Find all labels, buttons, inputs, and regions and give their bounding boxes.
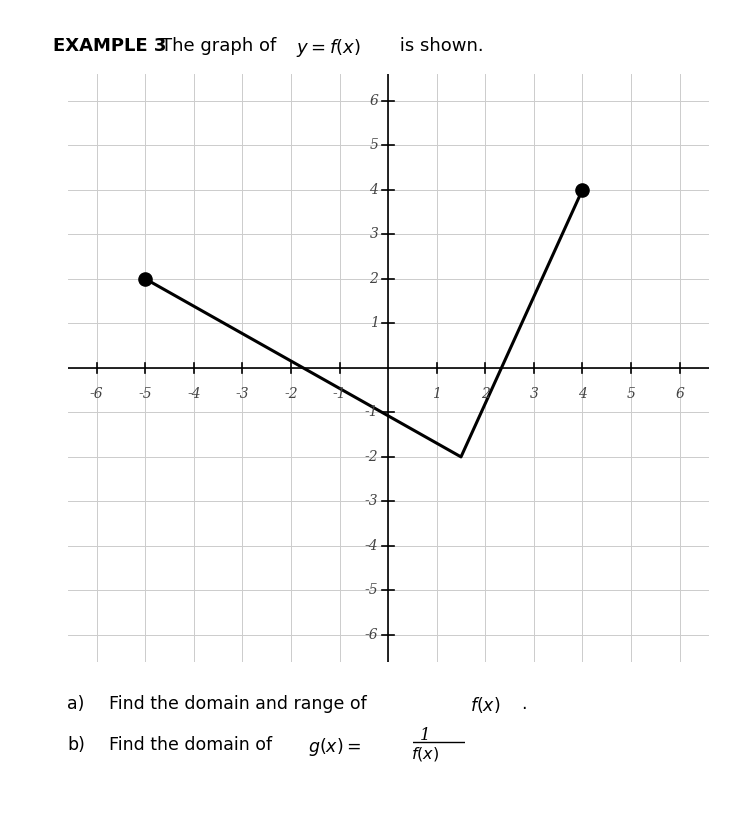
Text: 3: 3 — [530, 386, 538, 400]
Text: The graph of: The graph of — [161, 37, 282, 55]
Text: b): b) — [68, 736, 86, 754]
Text: a): a) — [68, 695, 85, 713]
Text: -5: -5 — [364, 584, 379, 598]
Text: $f(x)$: $f(x)$ — [411, 745, 440, 763]
Text: 5: 5 — [370, 138, 379, 152]
Text: 4: 4 — [370, 182, 379, 196]
Text: $g(x) =$: $g(x) =$ — [308, 736, 361, 758]
Text: -5: -5 — [139, 386, 152, 400]
Text: 2: 2 — [370, 272, 379, 286]
Text: -4: -4 — [187, 386, 200, 400]
Point — [577, 183, 589, 196]
Text: 1: 1 — [420, 727, 430, 745]
Text: EXAMPLE 3: EXAMPLE 3 — [53, 37, 166, 55]
Text: 1: 1 — [370, 316, 379, 330]
Text: -2: -2 — [364, 450, 379, 464]
Text: is shown.: is shown. — [394, 37, 483, 55]
Text: -4: -4 — [364, 539, 379, 553]
Text: Find the domain and range of: Find the domain and range of — [109, 695, 372, 713]
Text: $y = f(x)$: $y = f(x)$ — [296, 37, 361, 59]
Point — [140, 272, 152, 285]
Text: -1: -1 — [333, 386, 346, 400]
Text: -3: -3 — [364, 494, 379, 509]
Text: 2: 2 — [481, 386, 490, 400]
Text: -6: -6 — [90, 386, 104, 400]
Text: -6: -6 — [364, 628, 379, 642]
Text: 6: 6 — [675, 386, 684, 400]
Text: 3: 3 — [370, 227, 379, 242]
Text: 6: 6 — [370, 94, 379, 108]
Text: Find the domain of: Find the domain of — [109, 736, 278, 754]
Text: .: . — [521, 695, 526, 713]
Text: 5: 5 — [626, 386, 635, 400]
Text: 1: 1 — [432, 386, 441, 400]
Text: $f(x)$: $f(x)$ — [470, 695, 501, 714]
Text: -1: -1 — [364, 405, 379, 419]
Text: -2: -2 — [284, 386, 298, 400]
Text: -3: -3 — [236, 386, 249, 400]
Text: 4: 4 — [578, 386, 587, 400]
